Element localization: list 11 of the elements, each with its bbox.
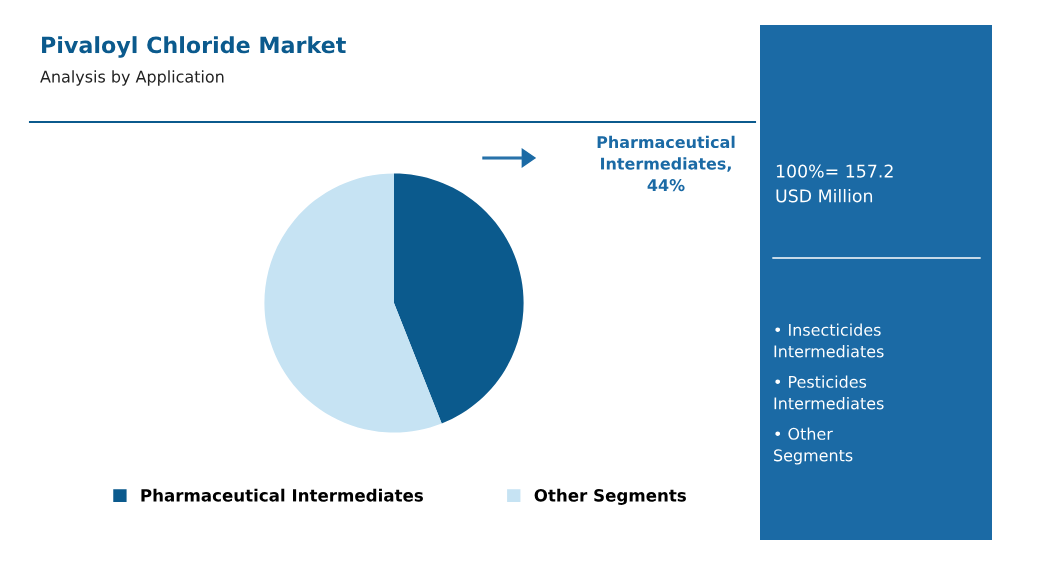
text: • Pesticides Intermediates xyxy=(774,375,884,410)
pie-slice xyxy=(264,173,442,433)
chart-subtitle: Analysis by Application xyxy=(40,70,224,86)
text: 100%= 157.2 USD Million xyxy=(776,164,893,203)
text: • Insecticides Intermediates xyxy=(774,323,884,358)
chart-title: Pivaloyl Chloride Market xyxy=(42,36,346,58)
data-label: Pharmaceutical Intermediates, 44% xyxy=(597,135,735,192)
text: • Other Segments xyxy=(774,427,853,465)
pie-slice xyxy=(394,173,524,424)
legend-label: Pharmaceutical Intermediates xyxy=(141,488,423,502)
legend-label: Other Segments xyxy=(534,488,686,505)
